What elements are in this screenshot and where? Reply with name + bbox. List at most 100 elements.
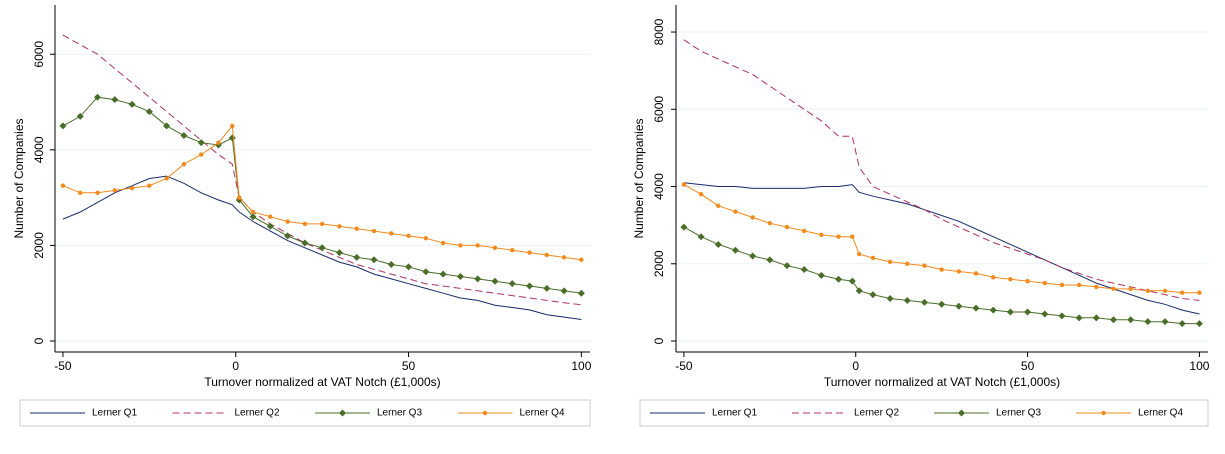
x-axis-label: Turnover normalized at VAT Notch (£1,000… <box>824 375 1060 389</box>
marker <box>198 152 204 157</box>
marker <box>801 228 807 234</box>
marker <box>543 284 551 292</box>
marker <box>991 275 996 280</box>
marker <box>164 176 169 181</box>
marker <box>1041 310 1049 318</box>
marker <box>1180 290 1185 295</box>
marker <box>1145 288 1151 293</box>
marker <box>973 271 979 276</box>
marker <box>268 214 273 219</box>
plot-area <box>55 5 590 352</box>
marker <box>681 182 687 187</box>
marker <box>817 271 825 279</box>
marker <box>870 255 876 261</box>
marker <box>60 183 66 188</box>
y-axis-label: Number of Companies <box>632 118 646 238</box>
legend-label: Lerner Q2 <box>235 408 280 419</box>
marker <box>339 409 346 417</box>
marker <box>145 108 153 116</box>
marker <box>301 239 309 247</box>
marker <box>406 233 411 239</box>
marker <box>819 232 824 237</box>
marker <box>905 261 910 266</box>
y-tick-label: 6000 <box>32 41 46 68</box>
x-tick-label: 0 <box>232 359 239 373</box>
marker <box>922 263 927 268</box>
marker <box>972 304 980 312</box>
marker <box>938 300 946 308</box>
marker <box>475 243 480 248</box>
marker <box>197 139 205 147</box>
marker <box>230 123 235 129</box>
marker <box>180 131 188 139</box>
marker <box>353 253 361 261</box>
marker <box>526 282 534 290</box>
marker <box>989 306 997 314</box>
marker <box>836 234 841 239</box>
legend-label: Lerner Q3 <box>377 408 422 419</box>
marker <box>887 259 893 265</box>
marker <box>112 188 117 193</box>
marker <box>508 280 516 288</box>
marker <box>129 185 135 191</box>
marker <box>560 287 568 295</box>
y-tick-label: 0 <box>32 337 46 344</box>
legend-label: Lerner Q4 <box>520 408 565 419</box>
series-line <box>62 34 582 306</box>
marker <box>237 195 242 200</box>
marker <box>284 232 292 240</box>
marker <box>1162 288 1168 293</box>
marker <box>1058 312 1066 320</box>
legend-label: Lerner Q4 <box>1138 408 1183 419</box>
marker <box>59 122 67 130</box>
x-tick-label: 0 <box>852 359 859 373</box>
marker <box>850 234 855 239</box>
marker <box>1161 318 1169 326</box>
marker <box>405 263 413 271</box>
marker <box>856 251 862 257</box>
marker <box>1101 410 1106 416</box>
marker <box>1109 316 1117 324</box>
marker <box>869 291 877 299</box>
marker <box>423 236 429 241</box>
marker <box>335 249 343 257</box>
marker <box>766 256 774 264</box>
marker <box>1006 308 1014 316</box>
marker <box>482 410 488 416</box>
marker <box>474 275 482 283</box>
legend-label: Lerner Q1 <box>92 408 137 419</box>
marker <box>181 161 187 167</box>
marker <box>1025 278 1030 284</box>
marker <box>698 192 704 197</box>
marker <box>1128 286 1133 292</box>
marker <box>440 240 446 246</box>
legend-label: Lerner Q3 <box>996 408 1041 419</box>
x-tick-label: -50 <box>675 359 693 373</box>
marker <box>1024 308 1032 316</box>
marker <box>1195 320 1203 328</box>
marker <box>1197 290 1202 295</box>
marker <box>147 183 152 188</box>
y-tick-label: 4000 <box>652 173 666 200</box>
marker <box>855 287 863 295</box>
marker <box>458 243 463 248</box>
marker <box>491 277 499 285</box>
marker <box>302 221 308 227</box>
marker <box>285 219 290 224</box>
marker <box>714 240 722 248</box>
series-line <box>683 182 1200 315</box>
legend-label: Lerner Q1 <box>712 408 757 419</box>
x-tick-label: -50 <box>54 359 72 373</box>
marker <box>958 409 965 417</box>
x-tick-label: 50 <box>1021 359 1035 373</box>
marker <box>733 209 738 214</box>
marker <box>1094 284 1099 290</box>
plot-area <box>676 5 1208 352</box>
marker <box>1144 318 1152 326</box>
marker <box>1111 286 1116 292</box>
marker <box>370 256 378 264</box>
marker <box>1059 282 1065 288</box>
marker <box>680 223 688 231</box>
marker <box>95 190 100 196</box>
